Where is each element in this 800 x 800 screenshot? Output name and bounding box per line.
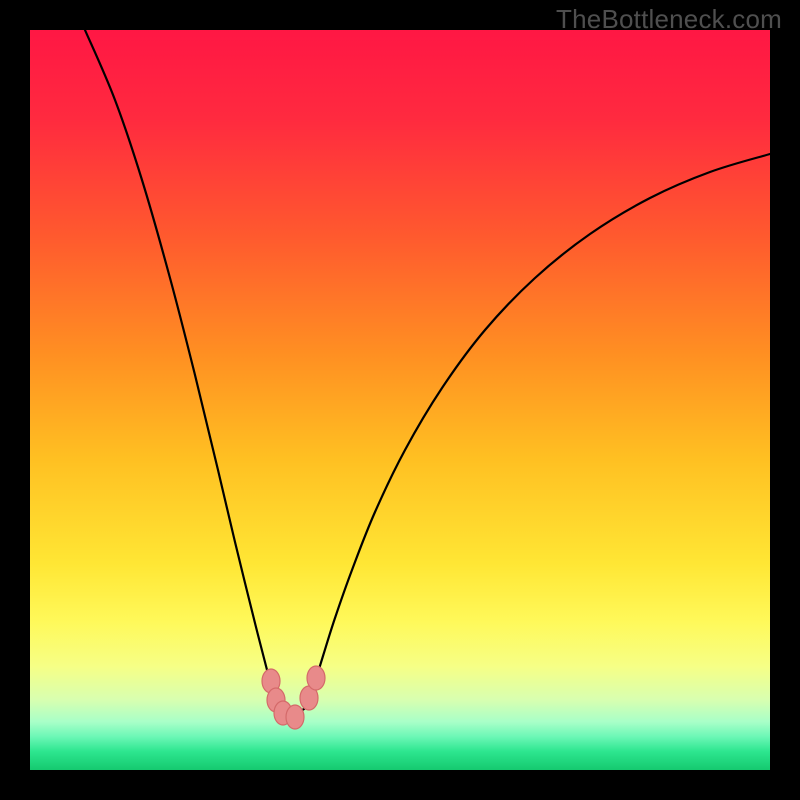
watermark-text: TheBottleneck.com (556, 4, 782, 35)
chart-svg (0, 0, 800, 800)
plot-area (30, 30, 770, 770)
chart-root: TheBottleneck.com (0, 0, 800, 800)
marker-point (307, 666, 325, 690)
marker-point (286, 705, 304, 729)
